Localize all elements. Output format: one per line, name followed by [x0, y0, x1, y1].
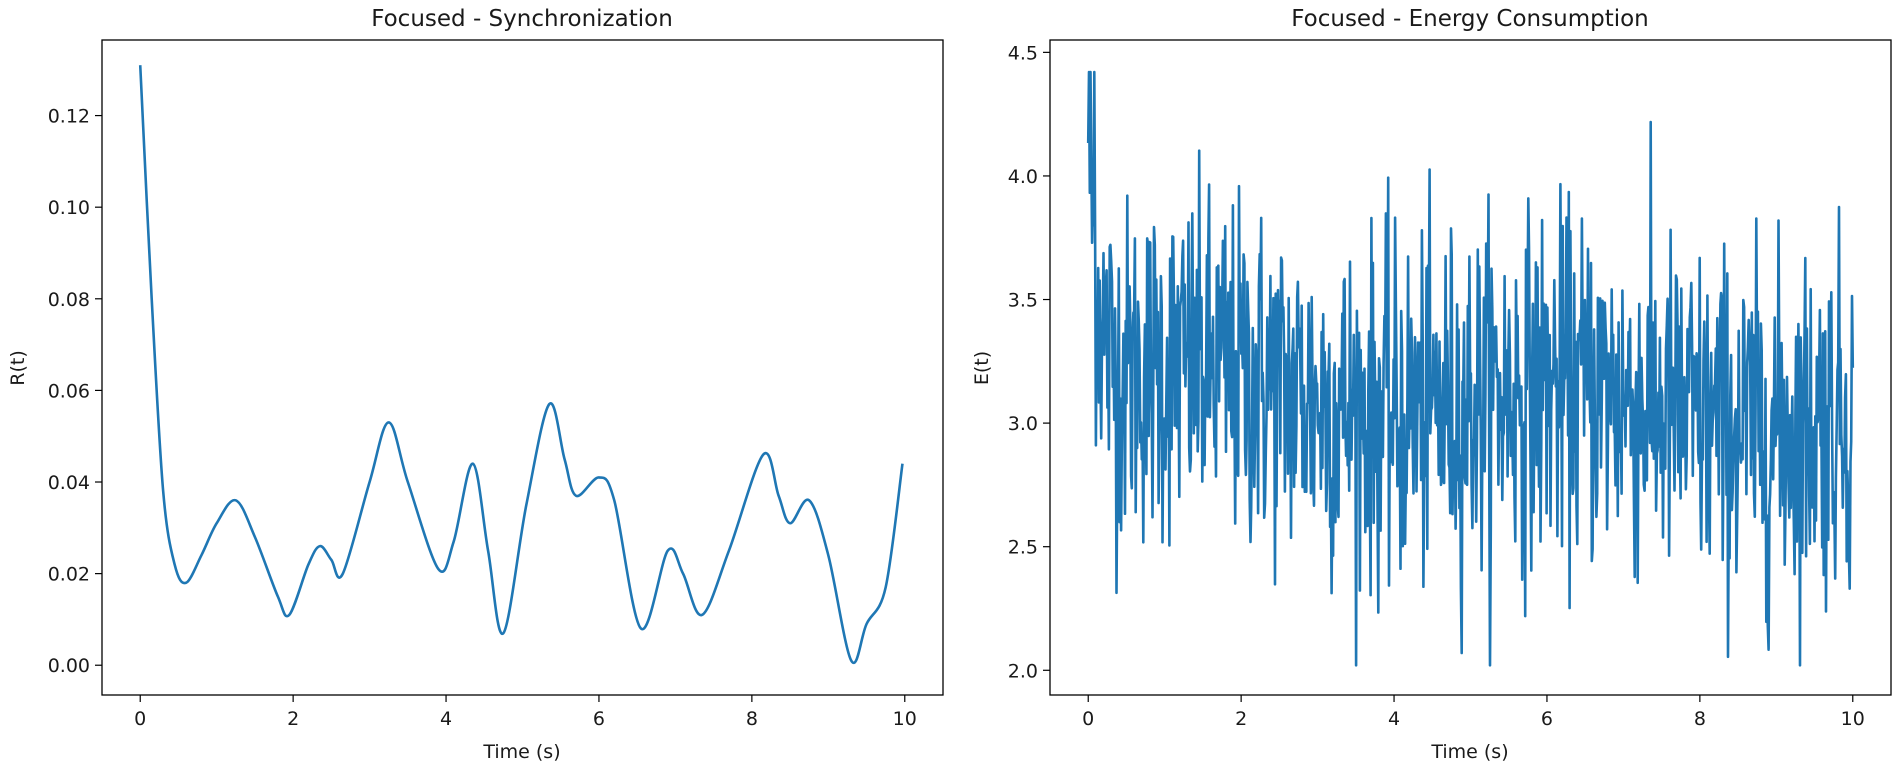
y-tick-label: 0.00 — [48, 655, 90, 677]
x-tick-label: 4 — [440, 708, 452, 730]
chart-title: Focused - Energy Consumption — [1291, 6, 1649, 32]
axes-frame — [1049, 39, 1892, 696]
data-line — [138, 65, 904, 665]
x-tick-label: 8 — [746, 708, 758, 730]
x-tick-label: 6 — [593, 708, 605, 730]
x-tick-label: 10 — [1841, 708, 1865, 730]
x-tick-label: 10 — [893, 708, 917, 730]
x-tick-label: 6 — [1541, 708, 1553, 730]
data-line — [1086, 70, 1855, 667]
x-axis-ticks: 0 2 4 6 8 10 — [134, 695, 917, 730]
plot-area — [138, 65, 904, 665]
y-tick-label: 0.10 — [48, 197, 90, 219]
x-tick-label: 0 — [134, 708, 146, 730]
y-tick-label: 2.5 — [1008, 537, 1038, 559]
y-tick-label: 0.08 — [48, 289, 90, 311]
y-axis-label: E(t) — [971, 351, 993, 385]
y-tick-label: 3.0 — [1008, 413, 1038, 435]
x-axis-ticks: 0 2 4 6 8 10 — [1082, 695, 1865, 730]
x-axis-label: Time (s) — [482, 741, 560, 763]
x-axis-label: Time (s) — [1430, 741, 1508, 763]
y-axis-ticks: 2.0 2.5 3.0 3.5 4.0 4.5 — [1008, 42, 1050, 682]
y-tick-label: 4.5 — [1008, 42, 1038, 64]
y-tick-label: 0.12 — [48, 106, 90, 128]
y-tick-label: 0.06 — [48, 380, 90, 402]
y-axis-ticks: 0.00 0.02 0.04 0.06 0.08 0.10 0.12 — [48, 106, 102, 677]
x-tick-label: 2 — [287, 708, 299, 730]
x-tick-label: 4 — [1388, 708, 1400, 730]
x-tick-label: 2 — [1235, 708, 1247, 730]
y-tick-label: 4.0 — [1008, 166, 1038, 188]
y-axis-label: R(t) — [7, 350, 29, 385]
x-tick-label: 0 — [1082, 708, 1094, 730]
chart-title: Focused - Synchronization — [371, 6, 673, 32]
y-tick-label: 0.04 — [48, 472, 90, 494]
y-tick-label: 2.0 — [1008, 660, 1038, 682]
energy-consumption-chart: Focused - Energy Consumption 0 2 4 6 8 10 2.0… — [971, 6, 1892, 763]
plot-area — [1086, 70, 1855, 667]
axes-frame — [101, 39, 944, 696]
x-tick-label: 8 — [1694, 708, 1706, 730]
y-tick-label: 0.02 — [48, 564, 90, 586]
y-tick-label: 3.5 — [1008, 290, 1038, 312]
synchronization-chart: Focused - Synchronization 0 2 4 6 8 10 0.000.… — [7, 6, 944, 763]
